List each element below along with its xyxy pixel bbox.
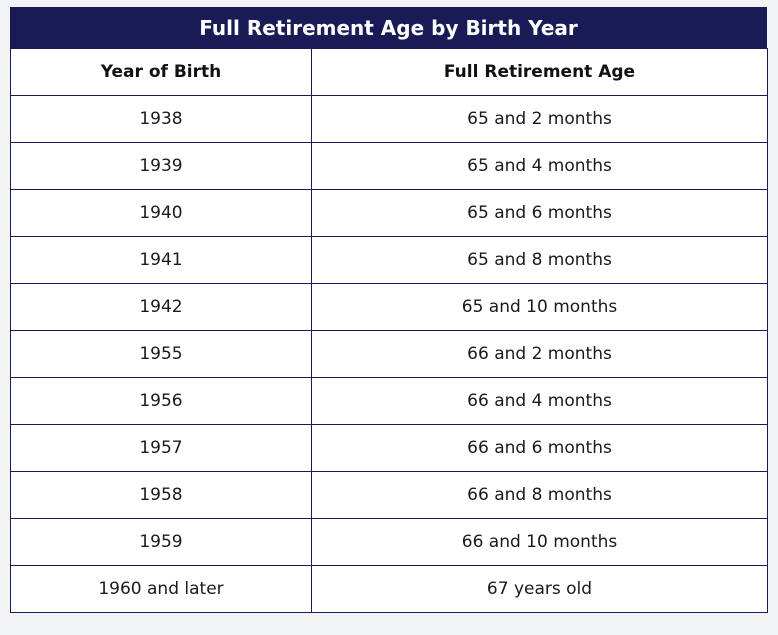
age-cell: 65 and 6 months xyxy=(311,189,768,237)
age-cell: 65 and 8 months xyxy=(311,236,768,284)
age-cell: 65 and 10 months xyxy=(311,283,768,331)
table-row: 1958 66 and 8 months xyxy=(10,471,768,519)
year-cell: 1957 xyxy=(10,424,312,472)
table-row: 1942 65 and 10 months xyxy=(10,283,768,331)
age-cell: 67 years old xyxy=(311,565,768,613)
year-cell: 1938 xyxy=(10,95,312,143)
table-row: 1959 66 and 10 months xyxy=(10,518,768,566)
table-row: 1957 66 and 6 months xyxy=(10,424,768,472)
year-cell: 1941 xyxy=(10,236,312,284)
retirement-age-table: Full Retirement Age by Birth Year Year o… xyxy=(10,7,768,613)
table-row: 1960 and later 67 years old xyxy=(10,565,768,613)
table-row: 1941 65 and 8 months xyxy=(10,236,768,284)
table-row: 1955 66 and 2 months xyxy=(10,330,768,378)
table-row: 1938 65 and 2 months xyxy=(10,95,768,143)
table-title: Full Retirement Age by Birth Year xyxy=(10,7,767,48)
age-cell: 66 and 6 months xyxy=(311,424,768,472)
year-cell: 1959 xyxy=(10,518,312,566)
column-header-year-of-birth: Year of Birth xyxy=(10,48,312,96)
column-header-full-retirement-age: Full Retirement Age xyxy=(311,48,768,96)
year-cell: 1955 xyxy=(10,330,312,378)
year-cell: 1956 xyxy=(10,377,312,425)
year-cell: 1958 xyxy=(10,471,312,519)
table-row: 1939 65 and 4 months xyxy=(10,142,768,190)
data-table: Year of Birth Full Retirement Age 1938 6… xyxy=(10,48,768,613)
year-cell: 1960 and later xyxy=(10,565,312,613)
year-cell: 1940 xyxy=(10,189,312,237)
age-cell: 65 and 2 months xyxy=(311,95,768,143)
table-row: 1956 66 and 4 months xyxy=(10,377,768,425)
year-cell: 1942 xyxy=(10,283,312,331)
year-cell: 1939 xyxy=(10,142,312,190)
age-cell: 66 and 2 months xyxy=(311,330,768,378)
age-cell: 66 and 8 months xyxy=(311,471,768,519)
table-row: 1940 65 and 6 months xyxy=(10,189,768,237)
header-row: Year of Birth Full Retirement Age xyxy=(10,48,768,96)
age-cell: 66 and 10 months xyxy=(311,518,768,566)
age-cell: 66 and 4 months xyxy=(311,377,768,425)
age-cell: 65 and 4 months xyxy=(311,142,768,190)
